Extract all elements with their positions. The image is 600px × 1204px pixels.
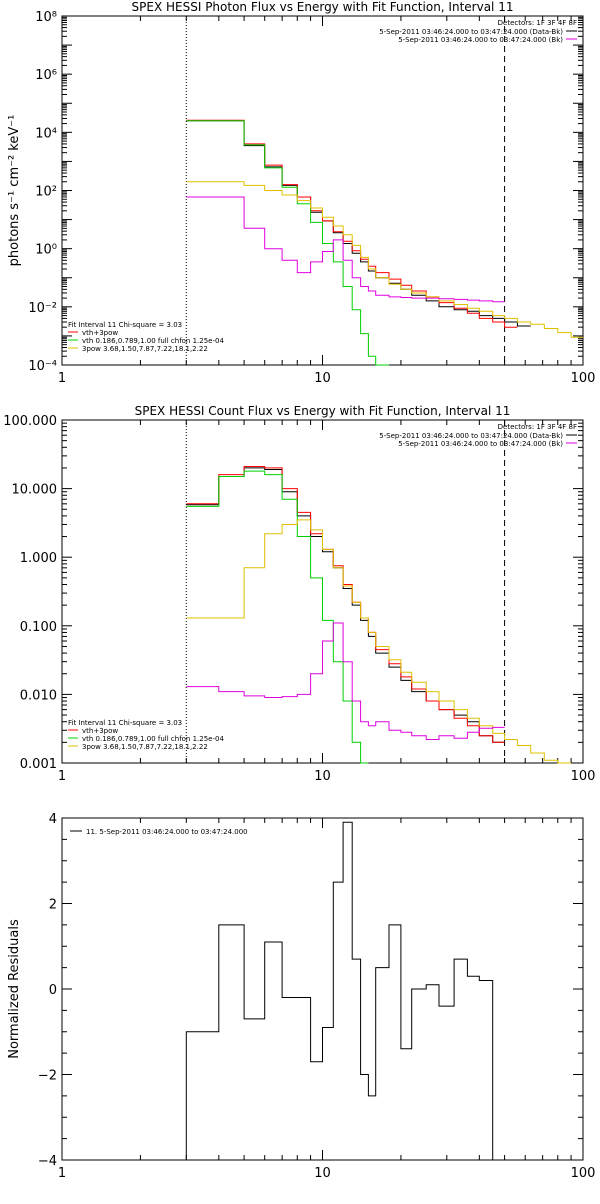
x-tick-label: 10 <box>314 371 331 386</box>
y-tick-label: 0 <box>49 983 57 998</box>
y-tick-label: 10⁴ <box>35 126 57 141</box>
legend-entry-label: 11. 5-Sep-2011 03:46:24.000 to 03:47:24.… <box>86 828 248 836</box>
y-tick-label: 1.000 <box>20 551 57 566</box>
legend-entry-label: 5-Sep-2011 03:46:24.000 to 03:47:24.000 … <box>379 432 563 440</box>
y-tick-label: 10⁰ <box>35 243 57 258</box>
y-tick-label: 4 <box>49 812 57 827</box>
legend-entry-label: vth 0.186,0.789,1.00 full chfon 1.25e-04 <box>82 735 224 743</box>
y-tick-label: 10² <box>35 185 57 200</box>
y-tick-label: 10⁸ <box>35 10 57 25</box>
y-tick-label: 10⁶ <box>35 68 57 83</box>
legend-entry-label: 5-Sep-2011 03:46:24.000 to 03:47:24.000 … <box>398 36 563 44</box>
series-line <box>186 622 505 740</box>
legend-header: Detectors: 1F 3F 4F 8F <box>498 19 577 27</box>
y-tick-label: 100.000 <box>3 414 57 429</box>
y-tick-label: 10⁻⁴ <box>28 359 57 374</box>
plot-frame <box>61 817 584 1161</box>
series-line <box>185 821 505 1161</box>
series-line <box>186 120 531 327</box>
series-line <box>186 120 389 366</box>
x-tick-label: 10 <box>314 1166 331 1181</box>
series-line <box>186 196 505 303</box>
y-tick-label: 10⁻² <box>28 301 57 316</box>
legend-entry-label: vth+3pow <box>82 329 118 337</box>
series-line <box>186 519 572 764</box>
legend-entry-label: 5-Sep-2011 03:46:24.000 to 03:47:24.000 … <box>379 28 563 36</box>
x-tick-label: 1 <box>58 371 66 386</box>
y-tick-label: 0.001 <box>20 757 57 772</box>
legend-entry-label: 3pow 3.68,1.50,7.87,7.22,18.1,2.22 <box>82 743 208 751</box>
y-axis-label: Normalized Residuals <box>7 919 22 1059</box>
legend-header: Fit Interval 11 Chi-square = 3.03 <box>68 321 182 329</box>
x-tick-label: 10 <box>314 769 331 784</box>
chart-title: SPEX HESSI Count Flux vs Energy with Fit… <box>135 404 511 418</box>
y-axis-label: photons s⁻¹ cm⁻² keV⁻¹ <box>7 115 22 267</box>
x-tick-label: 100 <box>571 769 596 784</box>
chart-title: SPEX HESSI Photon Flux vs Energy with Fi… <box>132 0 514 14</box>
x-tick-label: 100 <box>571 371 596 386</box>
legend-entry-label: vth+3pow <box>82 727 118 735</box>
series-line <box>186 470 369 764</box>
legend-entry-label: 5-Sep-2011 03:46:24.000 to 03:47:24.000 … <box>398 440 563 448</box>
y-tick-label: −2 <box>38 1069 57 1084</box>
y-tick-label: 10.000 <box>12 483 58 498</box>
y-tick-label: 0.010 <box>20 688 57 703</box>
legend-header: Detectors: 1F 3F 4F 8F <box>498 423 577 431</box>
series-line <box>186 181 583 338</box>
legend-entry-label: vth 0.186,0.789,1.00 full chfon 1.25e-04 <box>82 337 224 345</box>
y-tick-label: 2 <box>49 898 57 913</box>
x-tick-label: 1 <box>58 1166 66 1181</box>
y-tick-label: 0.100 <box>20 620 57 635</box>
y-tick-label: −4 <box>38 1154 57 1169</box>
x-tick-label: 100 <box>571 1166 596 1181</box>
legend-header: Fit Interval 11 Chi-square = 3.03 <box>68 719 182 727</box>
x-tick-label: 1 <box>58 769 66 784</box>
legend-entry-label: 3pow 3.68,1.50,7.87,7.22,18.1,2.22 <box>82 345 208 353</box>
